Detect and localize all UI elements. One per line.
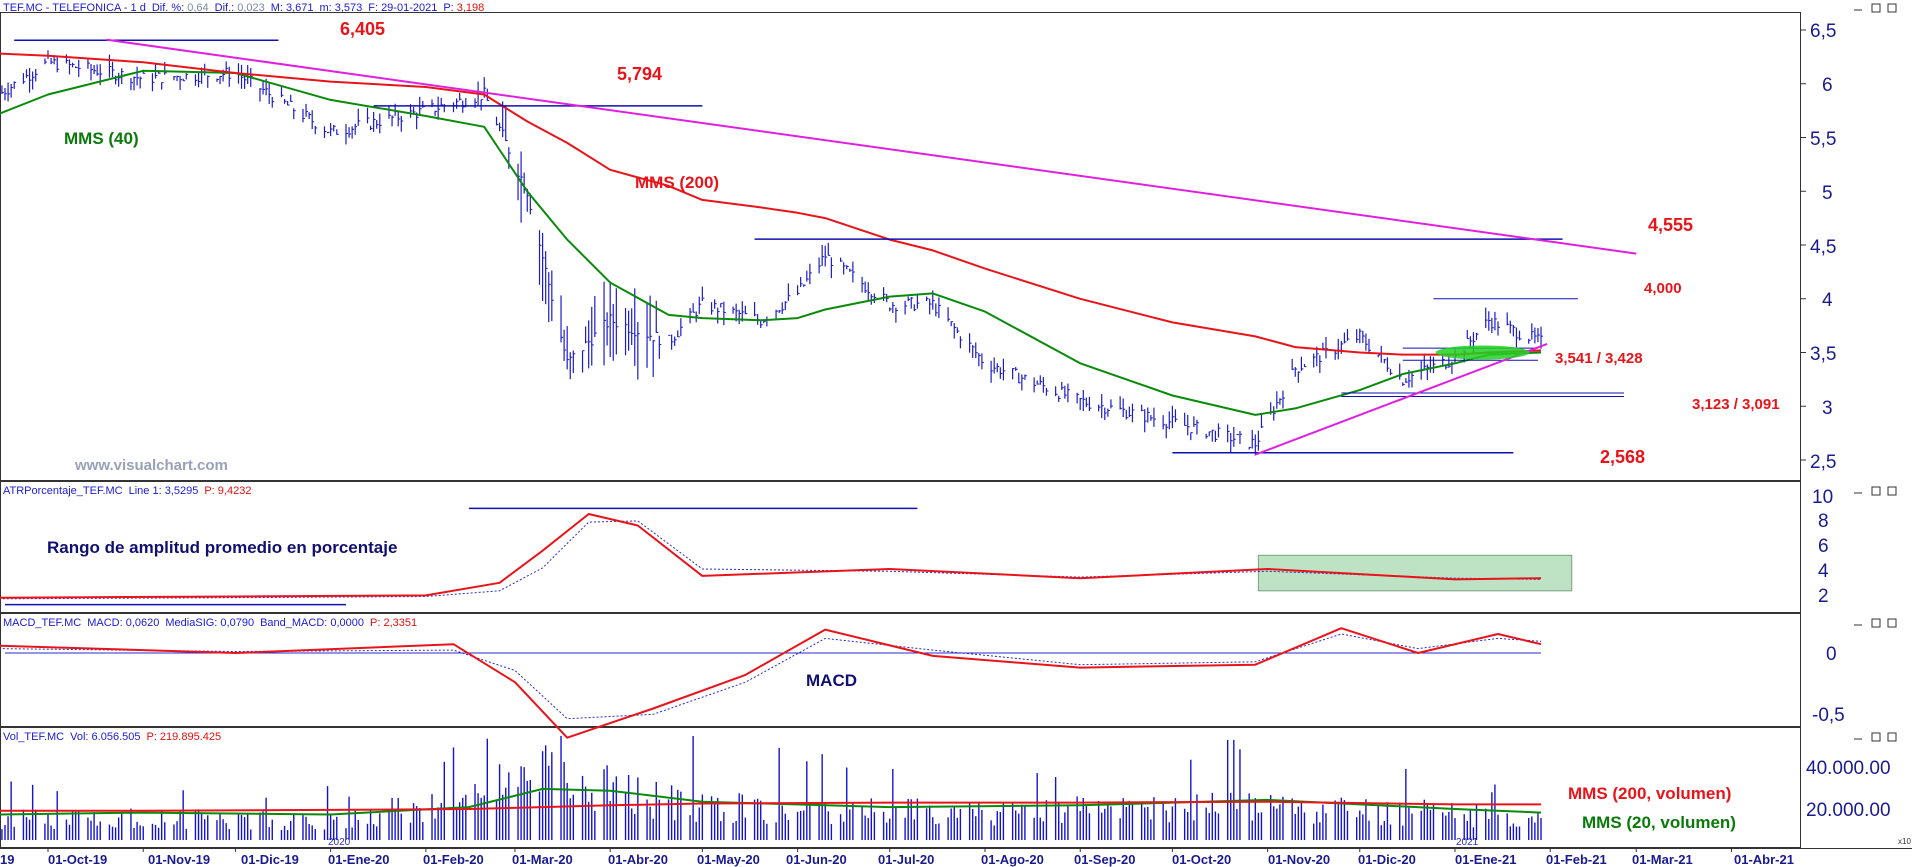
macd-signal-line	[0, 633, 1542, 720]
trendline-descending	[106, 38, 1637, 255]
price-bars-layer	[1, 50, 1544, 456]
x-tick: 01-Feb-20	[423, 852, 484, 867]
x-tick: 19	[0, 852, 14, 867]
x-tick: 01-Jun-20	[786, 852, 847, 867]
macd-header: MACD_TEF.MC MACD: 0,0620 MediaSIG: 0,0790 B…	[3, 617, 417, 629]
atr-tick: 2	[1818, 586, 1829, 607]
x-tick: 01-Abr-21	[1734, 852, 1794, 867]
label-6405: 6,405	[340, 19, 385, 39]
x-tick: 01-Mar-20	[512, 852, 573, 867]
x-tick: 01-Mar-21	[1632, 852, 1693, 867]
label-vol-mms200: MMS (200, volumen)	[1568, 784, 1731, 803]
label-mms40: MMS (40)	[64, 129, 139, 148]
x-tick: 01-Ene-21	[1455, 852, 1516, 867]
x-tick: 01-Ene-20	[328, 852, 389, 867]
atr-line	[0, 513, 1542, 599]
x-tick: 01-Ago-20	[981, 852, 1044, 867]
macd-tick: 0	[1826, 644, 1837, 665]
label-3541: 3,541 / 3,428	[1555, 350, 1643, 367]
panel-controls[interactable]	[1854, 3, 1897, 742]
mms40-line	[0, 69, 1542, 416]
x-tick: 01-Feb-21	[1546, 852, 1607, 867]
trendline-ascending	[1254, 342, 1548, 456]
x-tick: 01-Oct-20	[1172, 852, 1231, 867]
x-tick: 01-Jul-20	[878, 852, 934, 867]
x10-label: x10	[1898, 837, 1911, 846]
mms200-line	[0, 52, 1542, 356]
vol-mms200-line	[0, 800, 1541, 812]
x-tick: 01-May-20	[697, 852, 760, 867]
atr-tick: 8	[1818, 511, 1829, 532]
label-4555: 4,555	[1648, 215, 1693, 235]
price-tick: 6,5	[1810, 21, 1836, 42]
atr-highlight-zone	[1257, 554, 1573, 592]
label-2568: 2,568	[1600, 447, 1645, 467]
x-tick: 01-Nov-20	[1268, 852, 1330, 867]
price-y-axis: 6,5 6 5,5 5 4,5 4 3,5 3 2,5	[1810, 21, 1836, 473]
vol-tick: 20.000.00	[1806, 800, 1891, 821]
label-5794: 5,794	[617, 64, 662, 84]
crossover-marker	[1435, 345, 1530, 360]
price-tick: 3,5	[1810, 344, 1836, 365]
atr-tick: 10	[1812, 487, 1833, 508]
watermark: www.visualchart.com	[74, 457, 228, 474]
label-atr: Rango de amplitud promedio en porcentaje	[47, 538, 397, 557]
atr-zone-layer	[1257, 554, 1573, 592]
vol-header: Vol_TEF.MC Vol: 6.056.505 P: 219.895.425	[3, 731, 221, 743]
price-header: TEF.MC - TELEFONICA - 1 d Dif. %: 0,64 Dif.…	[3, 2, 484, 14]
label-4000: 4,000	[1644, 280, 1682, 297]
x-tick: 01-Dic-20	[1358, 852, 1416, 867]
price-tick: 6	[1822, 75, 1833, 96]
atr-header: ATRPorcentaje_TEF.MC Line 1: 3,5295 P: 9,4…	[3, 485, 251, 497]
price-tick: 2,5	[1810, 452, 1836, 473]
price-tick: 4	[1822, 290, 1833, 311]
level-lines-layer	[5, 38, 1637, 606]
volume-bars-layer	[0, 735, 1542, 840]
price-tick: 4,5	[1810, 237, 1836, 258]
x-tick: 01-Dic-19	[241, 852, 299, 867]
atr-tick: 4	[1818, 561, 1829, 582]
year-mark: 2021	[1456, 837, 1479, 848]
price-tick: 5,5	[1810, 129, 1836, 150]
atr-y-axis: 10 8 6 4 2	[1812, 487, 1833, 607]
label-mms200: MMS (200)	[635, 173, 719, 192]
price-tick: 3	[1822, 398, 1833, 419]
x-tick: 01-Nov-19	[148, 852, 210, 867]
panel-frames	[0, 12, 1912, 849]
macd-line	[0, 627, 1542, 739]
label-3123: 3,123 / 3,091	[1692, 396, 1780, 413]
macd-y-axis: 0 -0,5	[1812, 644, 1845, 726]
macd-tick: -0,5	[1812, 705, 1845, 726]
atr-signal-line	[0, 520, 1542, 600]
price-tick: 5	[1822, 183, 1833, 204]
annotations: 6,405 5,794 4,555 4,000 3,541 / 3,428 3,…	[47, 19, 1780, 832]
label-macd: MACD	[806, 671, 857, 690]
vol-tick: 40.000.00	[1806, 758, 1891, 779]
x-tick: 01-Abr-20	[608, 852, 668, 867]
atr-tick: 6	[1818, 536, 1829, 557]
axis-ticks	[47, 29, 1806, 852]
x-axis: 19 01-Oct-19 01-Nov-19 01-Dic-19 01-Ene-…	[0, 837, 1794, 867]
x-tick: 01-Oct-19	[48, 852, 107, 867]
vol-y-axis: 40.000.00 20.000.00	[1806, 758, 1891, 821]
indicator-lines-layer	[0, 52, 1542, 739]
year-mark: 2020	[328, 837, 351, 848]
x-tick: 01-Sep-20	[1074, 852, 1135, 867]
label-vol-mms20: MMS (20, volumen)	[1582, 813, 1736, 832]
